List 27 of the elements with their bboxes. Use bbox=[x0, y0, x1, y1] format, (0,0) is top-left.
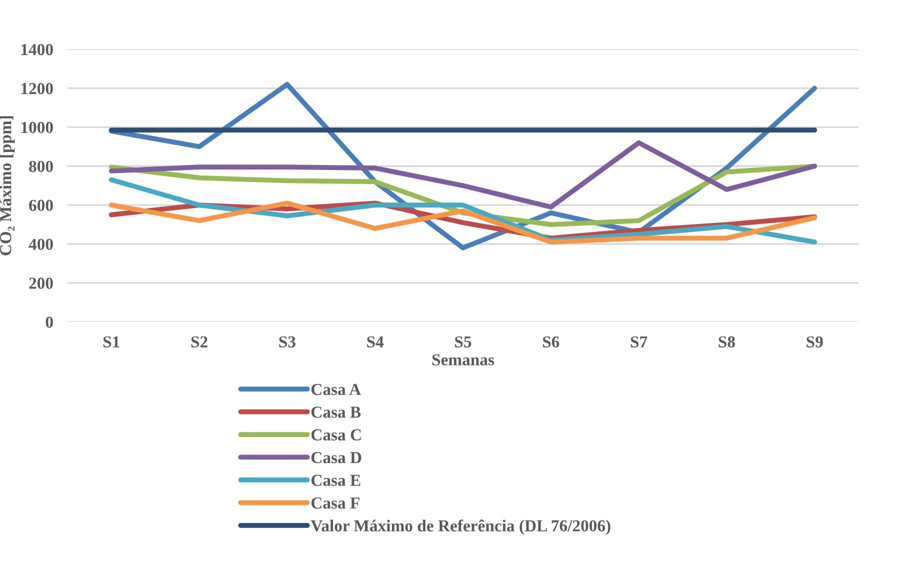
y-tick-label: 0 bbox=[46, 316, 53, 328]
y-tick-label: 1400 bbox=[22, 44, 53, 56]
legend-label: Casa A bbox=[311, 384, 361, 396]
x-tick-label: S3 bbox=[279, 336, 296, 348]
y-tick-label: 1000 bbox=[22, 122, 53, 134]
y-tick-label: 1200 bbox=[22, 82, 53, 94]
x-tick-label: S1 bbox=[103, 336, 120, 348]
x-tick-label: S5 bbox=[455, 336, 472, 348]
y-tick-label: 600 bbox=[29, 200, 53, 212]
x-tick-label: S2 bbox=[191, 336, 208, 348]
y-axis-title: CO₂ Máximo [ppm] bbox=[0, 116, 15, 256]
y-tick-label: 800 bbox=[29, 160, 53, 172]
line-series bbox=[108, 140, 818, 210]
x-tick-label: S7 bbox=[630, 336, 648, 348]
legend-label: Valor Máximo de Referência (DL 76/2006) bbox=[310, 520, 610, 535]
x-tick-label: S6 bbox=[542, 336, 560, 348]
legend-label: Casa D bbox=[311, 452, 362, 464]
legend-label: Casa C bbox=[311, 429, 361, 441]
x-axis-title: Semanas bbox=[432, 354, 494, 366]
legend-label: Casa B bbox=[311, 406, 361, 418]
x-tick-label: S8 bbox=[718, 336, 735, 348]
y-tick-label: 400 bbox=[28, 238, 53, 250]
legend-label: Casa E bbox=[311, 474, 360, 486]
x-tick-label: S9 bbox=[806, 336, 823, 348]
y-tick-label: 200 bbox=[29, 278, 53, 289]
legend-label: Casa F bbox=[311, 497, 360, 509]
x-tick-label: S4 bbox=[367, 336, 384, 348]
